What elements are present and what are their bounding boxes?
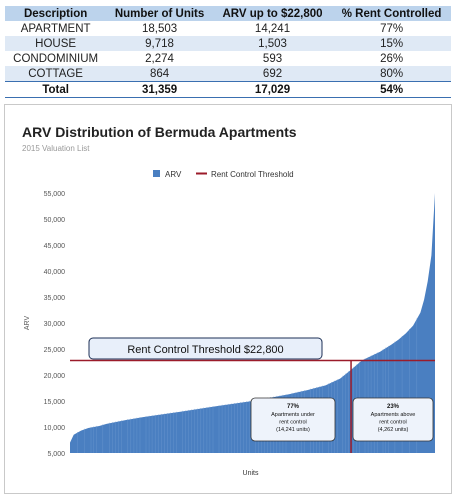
y-tick-label: 45,000 — [44, 243, 66, 250]
threshold-label-box — [88, 337, 323, 360]
cell-description: APARTMENT — [5, 21, 107, 36]
cell-pct: 15% — [332, 36, 451, 51]
chart-panel: ARV Distribution of Bermuda Apartments 2… — [4, 104, 452, 494]
cell-description: COTTAGE — [5, 66, 107, 82]
annotation-line: (4,262 units) — [378, 427, 409, 433]
chart-subtitle: 2015 Valuation List — [22, 144, 90, 153]
annotation-pct: 23% — [387, 404, 400, 410]
y-tick-label: 40,000 — [44, 269, 66, 276]
table-row: CONDOMINIUM 2,274 593 26% — [5, 51, 451, 66]
header-arv: ARV up to $22,800 — [212, 6, 333, 21]
total-pct: 54% — [332, 81, 451, 98]
cell-arv: 593 — [212, 51, 333, 66]
cell-arv: 692 — [212, 66, 333, 82]
x-axis-label: Units — [243, 470, 259, 477]
total-arv: 17,029 — [212, 81, 333, 98]
y-axis-label: ARV — [24, 316, 31, 331]
header-description: Description — [5, 6, 107, 21]
y-tick-label: 30,000 — [44, 321, 66, 328]
cell-pct: 26% — [332, 51, 451, 66]
y-tick-label: 10,000 — [44, 425, 66, 432]
annotation-line: Apartments under — [271, 412, 315, 418]
annotation-line: rent control — [279, 420, 307, 426]
table-total-row: Total 31,359 17,029 54% — [5, 81, 451, 98]
cell-pct: 77% — [332, 21, 451, 36]
legend-threshold-label: Rent Control Threshold — [211, 170, 294, 179]
arv-distribution-chart: ARV Rent Control Threshold 5,000 10,000 15,0… — [24, 170, 435, 477]
y-tick-label: 55,000 — [44, 191, 66, 198]
annotation-line: (14,241 units) — [276, 427, 310, 433]
cell-units: 9,718 — [106, 36, 213, 51]
annotation-pct: 77% — [287, 404, 300, 410]
annotation-line: rent control — [379, 420, 407, 426]
table-row: COTTAGE 864 692 80% — [5, 66, 451, 82]
legend-arv-label: ARV — [165, 170, 182, 179]
y-tick-label: 5,000 — [47, 451, 65, 458]
cell-pct: 80% — [332, 66, 451, 82]
threshold-label: Rent Control Threshold $22,800 — [127, 344, 283, 356]
annotation-line: Apartments above — [371, 412, 416, 418]
cell-units: 18,503 — [106, 21, 213, 36]
cell-arv: 1,503 — [212, 36, 333, 51]
total-description: Total — [5, 81, 107, 98]
y-tick-label: 25,000 — [44, 347, 66, 354]
cell-description: CONDOMINIUM — [5, 51, 107, 66]
annotation-box — [352, 397, 434, 442]
table-row: APARTMENT 18,503 14,241 77% — [5, 21, 451, 36]
table-row: HOUSE 9,718 1,503 15% — [5, 36, 451, 51]
cell-units: 864 — [106, 66, 213, 82]
header-units: Number of Units — [106, 6, 213, 21]
cell-description: HOUSE — [5, 36, 107, 51]
summary-table: Description Number of Units ARV up to $2… — [5, 6, 451, 98]
legend-arv-swatch — [153, 170, 160, 177]
table-header-row: Description Number of Units ARV up to $2… — [5, 6, 451, 21]
y-tick-label: 20,000 — [44, 373, 66, 380]
y-tick-label: 35,000 — [44, 295, 66, 302]
total-units: 31,359 — [106, 81, 213, 98]
cell-arv: 14,241 — [212, 21, 333, 36]
chart-title: ARV Distribution of Bermuda Apartments — [22, 124, 297, 140]
cell-units: 2,274 — [106, 51, 213, 66]
arv-area-series — [70, 193, 435, 453]
annotation-box — [250, 397, 336, 442]
y-tick-label: 50,000 — [44, 217, 66, 224]
header-pct: % Rent Controlled — [332, 6, 451, 21]
y-tick-label: 15,000 — [44, 399, 66, 406]
